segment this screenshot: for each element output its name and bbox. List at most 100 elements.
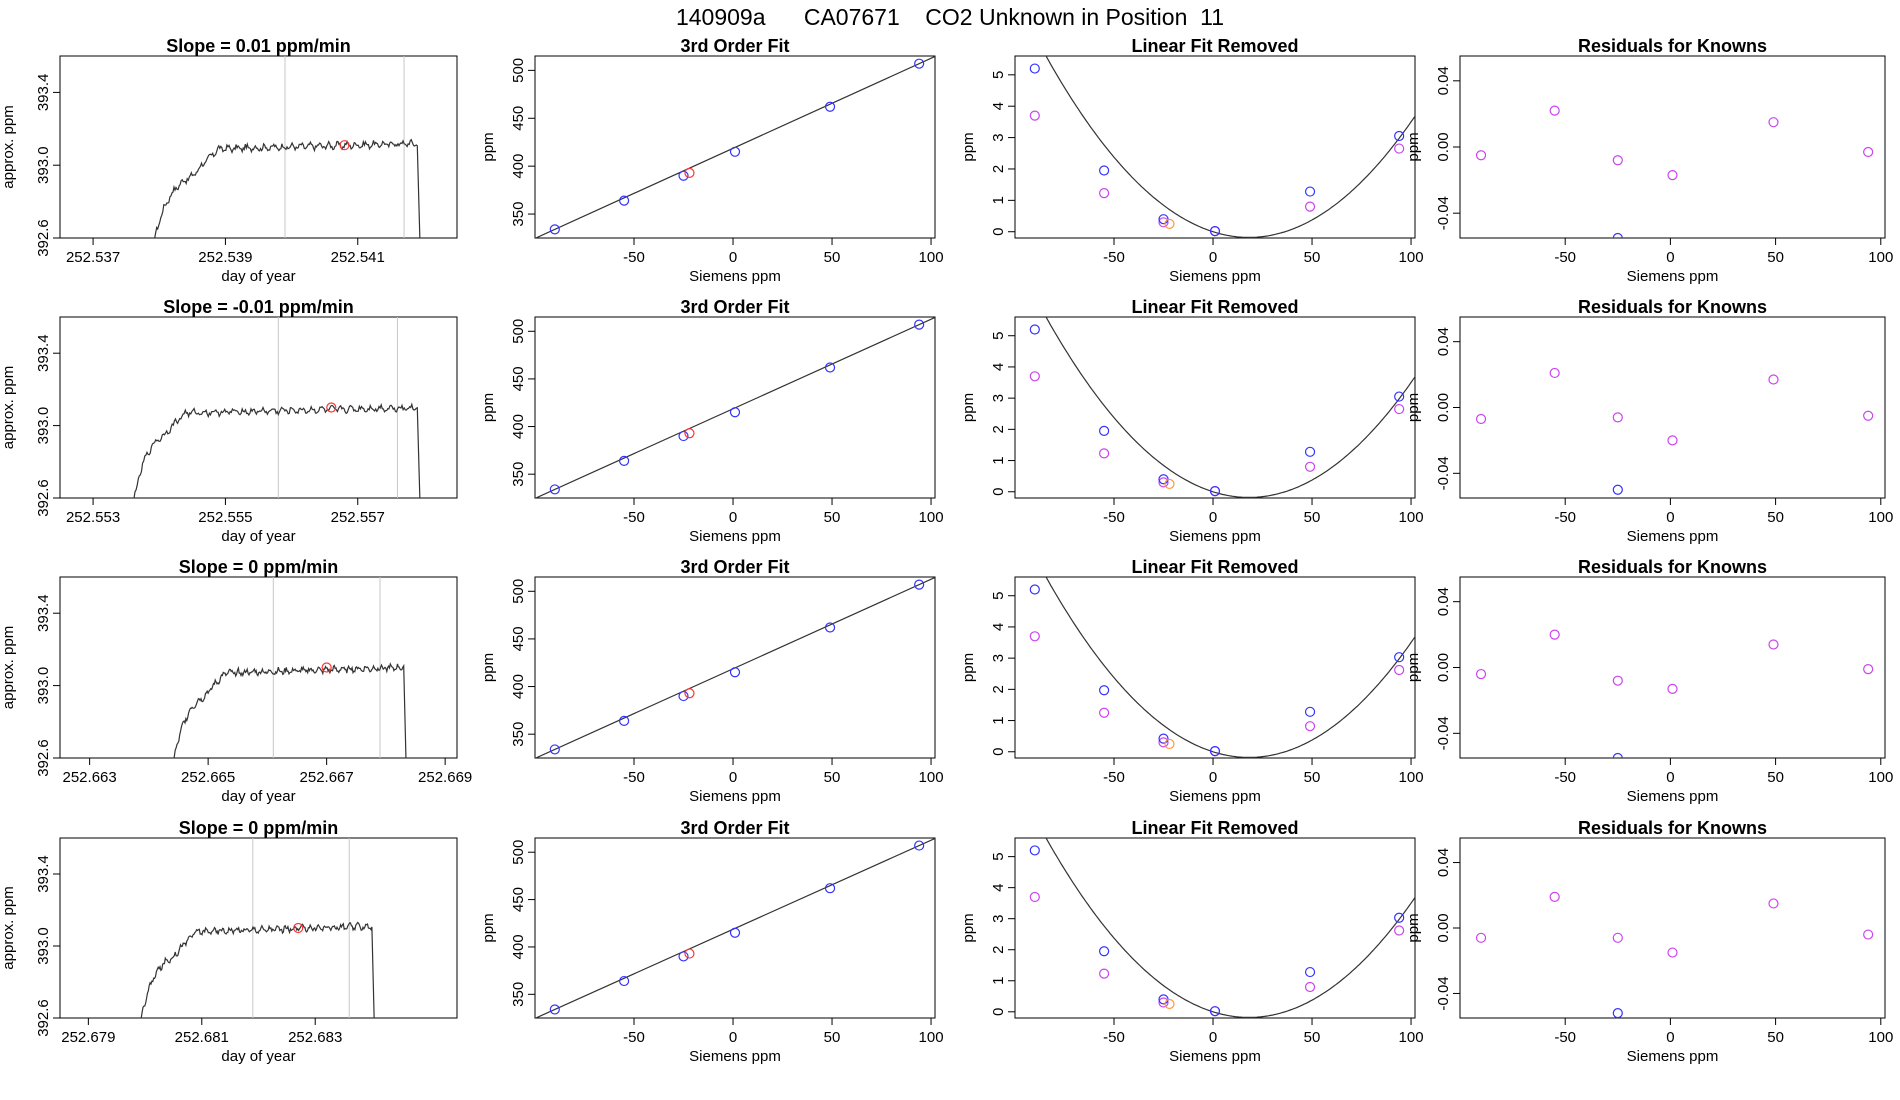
residual-point bbox=[1475, 413, 1487, 425]
known-point bbox=[1394, 130, 1405, 142]
mean-marker bbox=[321, 662, 332, 673]
known-point bbox=[1158, 733, 1169, 744]
y-tick-label: 2 bbox=[990, 425, 1007, 433]
known-point bbox=[549, 1004, 560, 1015]
y-axis-label: ppm bbox=[480, 913, 497, 942]
x-tick-label: 252.667 bbox=[300, 769, 354, 786]
panel-residuals-row-2: Residuals for Knowns -50 0 50 100 -0.04 0.00 0.… bbox=[1405, 297, 1893, 545]
y-tick-label: 5 bbox=[990, 71, 1007, 79]
known-point bbox=[1304, 446, 1316, 457]
concentration-trace bbox=[133, 402, 421, 498]
x-tick-label: 100 bbox=[1399, 249, 1424, 266]
x-tick-label: 50 bbox=[1767, 249, 1784, 266]
x-axis-label: Siemens ppm bbox=[689, 788, 781, 805]
outlier-point bbox=[1612, 1007, 1623, 1018]
y-tick-label: 0 bbox=[990, 488, 1007, 496]
y-axis-label: approx. ppm bbox=[0, 366, 17, 449]
residual-point bbox=[1612, 932, 1623, 943]
x-axis-label: Siemens ppm bbox=[689, 268, 781, 285]
y-axis-label: ppm bbox=[960, 913, 977, 942]
plot-frame bbox=[534, 837, 936, 1019]
x-tick-label: 50 bbox=[1304, 509, 1321, 526]
y-axis-label: ppm bbox=[480, 393, 497, 422]
unknown-point bbox=[1164, 218, 1175, 229]
x-axis-label: Siemens ppm bbox=[1169, 268, 1261, 285]
y-tick-label: 2 bbox=[990, 946, 1007, 954]
x-tick-label: -50 bbox=[1103, 249, 1125, 266]
known-point bbox=[729, 667, 741, 678]
y-tick-label: 1 bbox=[990, 456, 1007, 464]
x-tick-label: 0 bbox=[1666, 1029, 1674, 1046]
x-tick-label: 0 bbox=[1209, 769, 1217, 786]
panel-title: 3rd Order Fit bbox=[680, 557, 789, 577]
panel-title: Slope = -0.01 ppm/min bbox=[163, 297, 354, 317]
x-tick-label: 100 bbox=[1399, 769, 1424, 786]
y-tick-label: 0 bbox=[990, 748, 1007, 756]
plot-frame bbox=[1014, 316, 1416, 499]
panel-title: 3rd Order Fit bbox=[680, 297, 789, 317]
known-point bbox=[1209, 486, 1221, 497]
figure-title: 140909a CA07671 CO2 Unknown in Position … bbox=[675, 4, 1225, 30]
y-tick-label: 0.00 bbox=[1435, 132, 1452, 161]
x-tick-label: 252.537 bbox=[66, 249, 120, 266]
x-tick-label: 0 bbox=[729, 509, 737, 526]
x-tick-label: 100 bbox=[1868, 1029, 1893, 1046]
y-tick-label: 350 bbox=[510, 722, 527, 747]
y-tick-label: 500 bbox=[510, 579, 527, 604]
known-point bbox=[1099, 685, 1110, 696]
x-tick-label: -50 bbox=[1103, 509, 1125, 526]
y-tick-label: 0.04 bbox=[1435, 327, 1452, 356]
known-point bbox=[729, 407, 741, 418]
x-tick-label: 50 bbox=[1767, 509, 1784, 526]
alt-point bbox=[1394, 143, 1405, 154]
alt-point bbox=[1029, 371, 1040, 382]
residual-point bbox=[1863, 410, 1874, 421]
known-point bbox=[549, 224, 560, 235]
y-tick-label: 500 bbox=[510, 58, 527, 83]
residual-point bbox=[1667, 435, 1678, 446]
plot-frame bbox=[59, 837, 458, 1019]
concentration-trace bbox=[173, 662, 407, 758]
residual-point bbox=[1612, 155, 1623, 166]
x-tick-label: -50 bbox=[1554, 769, 1576, 786]
alt-point bbox=[1304, 461, 1316, 472]
panel-title: Slope = 0.01 ppm/min bbox=[166, 36, 351, 56]
y-tick-label: 3 bbox=[990, 133, 1007, 141]
y-axis-label: ppm bbox=[960, 653, 977, 682]
y-tick-label: 0.04 bbox=[1435, 66, 1452, 95]
panel-residuals-row-3: Residuals for Knowns -50 0 50 100 -0.04 0.00 0.… bbox=[1405, 557, 1893, 805]
known-point bbox=[1394, 652, 1405, 663]
residual-point bbox=[1768, 374, 1779, 385]
y-tick-label: 350 bbox=[510, 202, 527, 227]
x-tick-label: 0 bbox=[1209, 249, 1217, 266]
residual-point bbox=[1475, 150, 1487, 161]
fit-curve bbox=[1045, 56, 1415, 238]
residual-point bbox=[1549, 629, 1560, 640]
residual-point bbox=[1475, 668, 1487, 680]
known-point bbox=[824, 101, 836, 112]
known-point bbox=[1029, 584, 1040, 595]
y-tick-label: 1 bbox=[990, 716, 1007, 724]
x-tick-label: 252.663 bbox=[63, 769, 117, 786]
x-tick-label: 100 bbox=[1868, 509, 1893, 526]
plot-frame bbox=[534, 55, 936, 239]
known-point bbox=[678, 951, 689, 962]
residual-point bbox=[1549, 367, 1560, 379]
alt-point bbox=[1158, 217, 1169, 228]
residual-point bbox=[1863, 929, 1874, 940]
known-point bbox=[1209, 746, 1221, 757]
residual-point bbox=[1667, 170, 1678, 181]
x-tick-label: 100 bbox=[1868, 249, 1893, 266]
x-axis-label: day of year bbox=[221, 268, 295, 285]
panel-title: Residuals for Knowns bbox=[1578, 557, 1767, 577]
x-tick-label: 252.553 bbox=[66, 509, 120, 526]
x-tick-label: 0 bbox=[1209, 509, 1217, 526]
y-tick-label: 500 bbox=[510, 840, 527, 865]
alt-point bbox=[1394, 664, 1405, 676]
plot-frame bbox=[1459, 55, 1886, 239]
y-tick-label: -0.04 bbox=[1435, 196, 1452, 230]
x-tick-label: 50 bbox=[1767, 1029, 1784, 1046]
known-point bbox=[1209, 1006, 1221, 1017]
